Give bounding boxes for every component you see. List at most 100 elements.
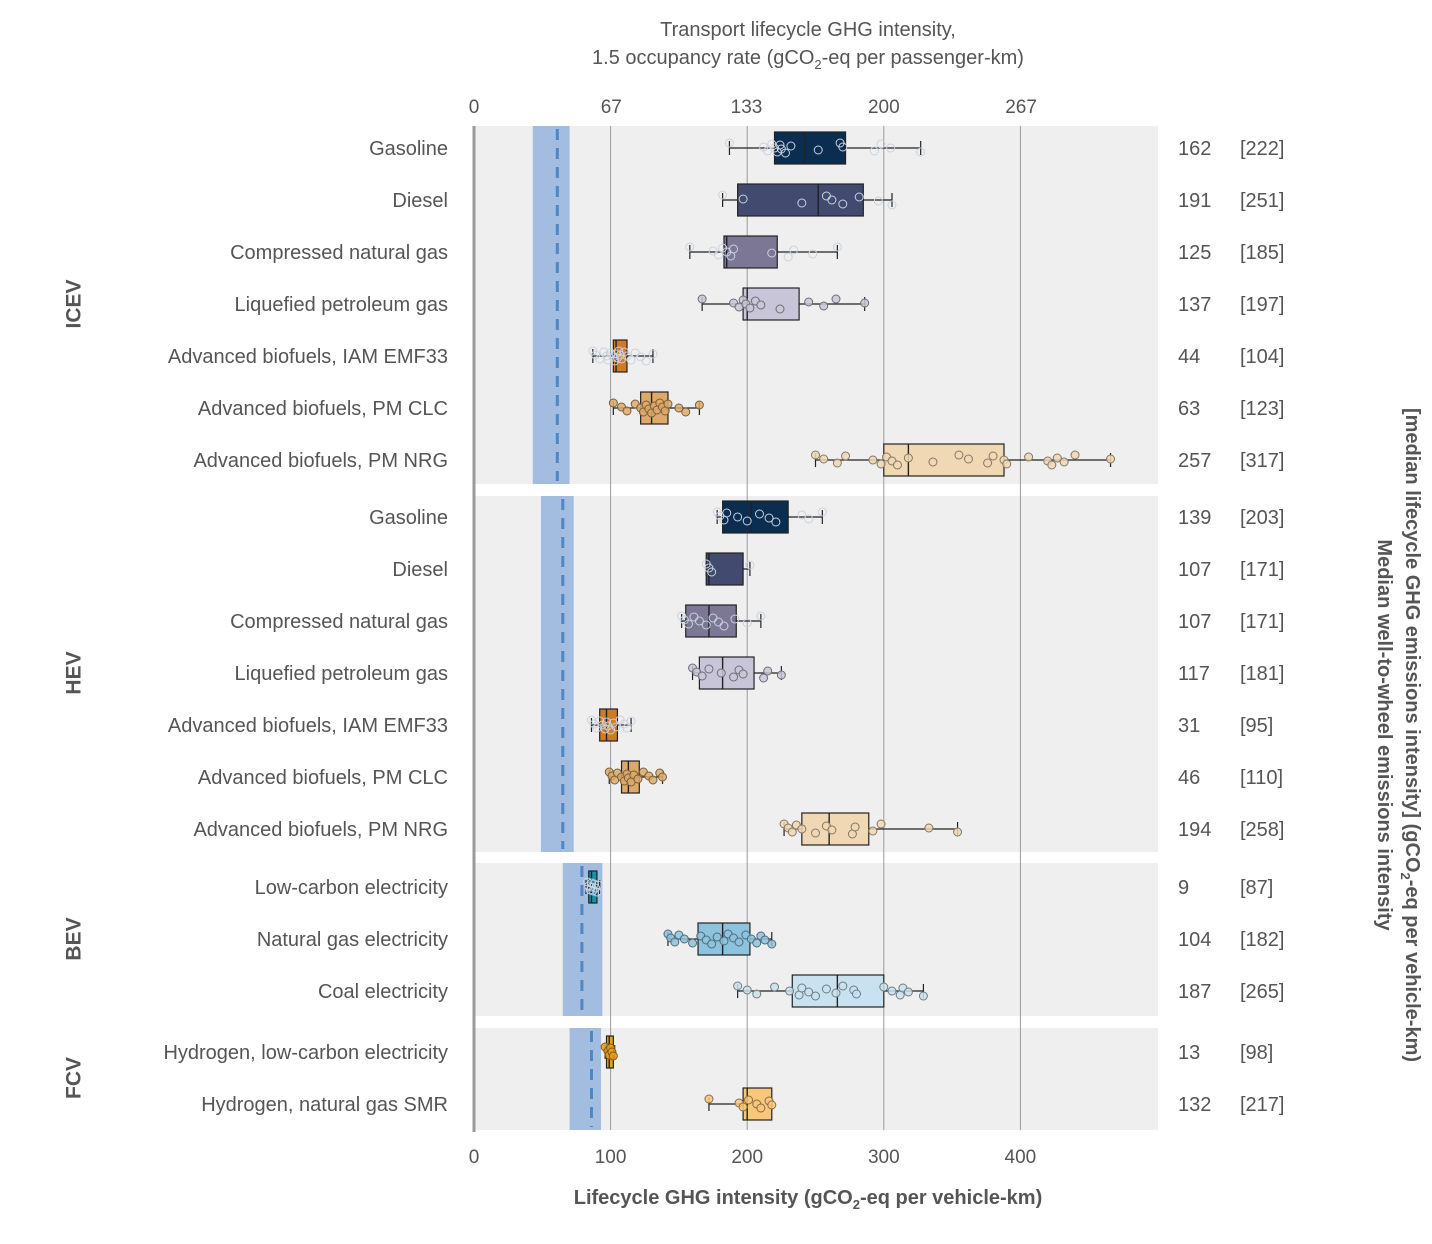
row-icev-3 <box>697 287 870 321</box>
data-point <box>626 716 636 726</box>
data-point <box>928 457 938 467</box>
row-label: Natural gas electricity <box>257 929 448 951</box>
data-point <box>832 458 842 468</box>
data-point <box>827 195 837 205</box>
data-point <box>775 140 785 150</box>
data-point <box>868 455 878 465</box>
bottom-axis-title: Lifecycle GHG intensity (gCO2-eq per veh… <box>574 1187 1042 1212</box>
row-label: Diesel <box>392 559 448 581</box>
data-point <box>610 356 620 366</box>
data-point <box>679 934 689 944</box>
lifecycle-value: [185] <box>1240 242 1284 264</box>
data-point <box>688 938 698 948</box>
wtw-value: 187 <box>1178 981 1211 1003</box>
data-point <box>744 1095 754 1105</box>
data-point <box>602 717 612 727</box>
top-axis-title-line1: Transport lifecycle GHG intensity, <box>660 19 956 41</box>
data-point <box>787 827 797 837</box>
lifecycle-value: [197] <box>1240 294 1284 316</box>
data-point <box>876 139 886 149</box>
data-point <box>876 459 886 469</box>
wtw-value: 137 <box>1178 294 1211 316</box>
data-point <box>811 828 820 838</box>
data-point <box>983 458 993 468</box>
lifecycle-value: [203] <box>1240 507 1284 529</box>
data-point <box>838 981 848 991</box>
data-point <box>745 303 755 313</box>
data-point <box>694 400 704 410</box>
lifecycle-value: [317] <box>1240 450 1284 472</box>
wtw-value: 104 <box>1178 929 1211 951</box>
data-point <box>797 983 807 993</box>
data-point <box>892 460 902 470</box>
data-point <box>808 249 818 259</box>
data-point <box>780 148 790 158</box>
data-point <box>876 819 886 829</box>
data-point <box>811 450 820 460</box>
wtw-band-icev <box>532 126 570 484</box>
data-point <box>745 560 755 570</box>
row-hev-0 <box>712 500 827 534</box>
group-label-hev: HEV <box>63 651 86 694</box>
data-point <box>593 880 603 890</box>
box <box>773 131 847 165</box>
data-point <box>1059 457 1069 467</box>
lifecycle-value: [181] <box>1240 663 1284 685</box>
lifecycle-value: [171] <box>1240 611 1284 633</box>
row-label: Compressed natural gas <box>230 611 448 633</box>
data-point <box>804 297 814 307</box>
data-point <box>641 356 651 366</box>
wtw-bands <box>532 126 603 1130</box>
box <box>705 552 744 586</box>
wtw-value: 13 <box>1178 1042 1200 1064</box>
row-icev-2 <box>685 235 842 269</box>
data-point <box>1070 450 1080 460</box>
data-point <box>813 145 823 155</box>
data-point <box>752 938 762 948</box>
data-point <box>1052 453 1062 463</box>
data-point <box>611 349 621 359</box>
data-point <box>924 823 934 833</box>
data-point <box>622 723 632 733</box>
row-labels: ICEV Gasoline 162 [222] Diesel 191 [251] Compre… <box>63 138 1285 1116</box>
lifecycle-value: [182] <box>1240 929 1284 951</box>
lifecycle-value: [123] <box>1240 398 1284 420</box>
data-point <box>588 886 598 896</box>
data-point <box>831 294 841 304</box>
data-point <box>714 250 724 260</box>
data-point <box>586 882 596 892</box>
row-label: Diesel <box>392 190 448 212</box>
data-point <box>722 508 732 518</box>
data-point <box>854 192 864 202</box>
row-fcv-1 <box>704 1087 777 1121</box>
data-point <box>663 399 673 409</box>
data-point <box>811 991 820 1001</box>
data-point <box>592 887 602 897</box>
lifecycle-value: [171] <box>1240 559 1284 581</box>
data-point <box>1002 459 1012 469</box>
data-point <box>724 138 734 148</box>
data-point <box>701 620 711 630</box>
data-point <box>694 616 704 626</box>
axes: Transport lifecycle GHG intensity, 1.5 o… <box>469 19 1423 1212</box>
data-point <box>819 301 829 311</box>
wtw-value: 44 <box>1178 346 1200 368</box>
row-icev-6 <box>811 443 1116 477</box>
row-bev-0 <box>582 870 603 904</box>
data-point <box>1047 460 1057 470</box>
data-point <box>887 200 897 210</box>
top-tick-267: 267 <box>1005 97 1037 118</box>
data-point <box>704 664 714 674</box>
data-point <box>821 984 831 994</box>
data-point <box>868 826 878 836</box>
data-point <box>712 932 722 942</box>
top-tick-0: 0 <box>469 97 480 118</box>
data-point <box>608 352 618 362</box>
row-label: Low-carbon electricity <box>255 877 448 899</box>
top-tick-67: 67 <box>601 97 622 118</box>
wtw-value: 125 <box>1178 242 1211 264</box>
data-point <box>648 775 658 785</box>
data-point <box>860 298 870 308</box>
wtw-value: 9 <box>1178 877 1189 899</box>
